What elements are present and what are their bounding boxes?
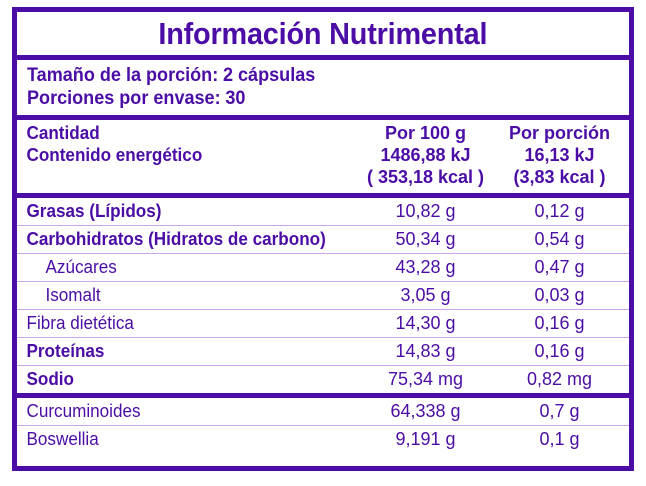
nutrient-per-serving-value: 0,7 g [539, 401, 580, 422]
table-row: Boswellia 9,191 g 0,1 g [17, 426, 629, 453]
label-title-band: Información Nutrimental [17, 12, 629, 60]
nutrition-facts-panel: Información Nutrimental Tamaño de la por… [12, 7, 634, 471]
nutrient-per-100g-value: 75,34 mg [387, 369, 464, 390]
per-serving-column-header: Por porción [508, 123, 610, 144]
nutrient-per-serving-value: 0,1 g [539, 429, 580, 450]
nutrient-per-100g-value: 14,83 g [395, 341, 456, 362]
nutrient-name: Carbohidratos (Hidratos de carbono) [26, 229, 326, 250]
servings-per-container-value: 30 [225, 88, 246, 110]
serving-size-line: Tamaño de la porción: 2 cápsulas [27, 64, 599, 87]
nutrient-per-100g-value: 10,82 g [395, 201, 456, 222]
nutrient-name: Curcuminoides [26, 401, 141, 422]
serving-size-label: Tamaño de la porción: [27, 65, 219, 86]
supplement-table: Curcuminoides 64,338 g 0,7 g Boswellia 9,191… [17, 398, 629, 453]
page-title: Información Nutrimental [158, 16, 488, 51]
nutrient-per-100g-value: 64,338 g [390, 401, 461, 422]
energy-per-serving-kj: 16,13 kJ [524, 145, 595, 166]
table-row: Azúcares 43,28 g 0,47 g [17, 254, 629, 283]
servings-per-container-label: Porciones por envase: [27, 88, 221, 110]
servings-per-container-line: Porciones por envase: 30 [27, 87, 599, 110]
per-100g-column-header: Por 100 g [384, 123, 467, 144]
energy-per-100g-kcal: ( 353,18 kcal ) [366, 167, 485, 188]
amount-column-header: Cantidad [26, 123, 100, 144]
energy-kcal-row: ( 353,18 kcal ) (3,83 kcal ) [17, 167, 629, 189]
energy-label: Contenido energético [26, 145, 203, 166]
nutrient-name: Fibra dietética [26, 313, 134, 334]
nutrient-per-100g-value: 14,30 g [395, 313, 456, 334]
nutrient-per-100g-value: 43,28 g [395, 257, 456, 278]
table-row: Curcuminoides 64,338 g 0,7 g [17, 398, 629, 427]
primary-nutrient-table: Grasas (Lípidos) 10,82 g 0,12 g Carbohidrat… [17, 198, 629, 399]
nutrient-name: Boswellia [26, 429, 99, 450]
nutrient-name: Isomalt [45, 285, 101, 306]
table-row: Proteínas 14,83 g 0,16 g [17, 338, 629, 367]
table-row: Grasas (Lípidos) 10,82 g 0,12 g [17, 198, 629, 227]
table-row: Carbohidratos (Hidratos de carbono) 50,34… [17, 226, 629, 255]
nutrient-per-serving-value: 0,16 g [534, 313, 585, 334]
nutrient-per-100g-value: 50,34 g [395, 229, 456, 250]
nutrient-name: Proteínas [26, 341, 105, 362]
nutrient-per-serving-value: 0,82 mg [526, 369, 593, 390]
nutrient-per-serving-value: 0,03 g [534, 285, 585, 306]
table-row: Isomalt 3,05 g 0,03 g [17, 282, 629, 311]
energy-per-100g-kj: 1486,88 kJ [380, 145, 471, 166]
table-row: Fibra dietética 14,30 g 0,16 g [17, 310, 629, 339]
energy-kj-row: Contenido energético 1486,88 kJ 16,13 kJ [17, 145, 629, 167]
energy-and-column-headers: Cantidad Por 100 g Por porción Contenido… [17, 120, 629, 199]
table-row: Sodio 75,34 mg 0,82 mg [17, 366, 629, 393]
nutrient-per-100g-value: 3,05 g [400, 285, 451, 306]
nutrient-per-100g-value: 9,191 g [395, 429, 456, 450]
nutrient-per-serving-value: 0,47 g [534, 257, 585, 278]
nutrient-name: Azúcares [45, 257, 117, 278]
nutrient-per-serving-value: 0,16 g [534, 341, 585, 362]
column-header-row: Cantidad Por 100 g Por porción [17, 123, 629, 145]
nutrient-name: Grasas (Lípidos) [26, 201, 162, 222]
serving-size-value: 2 cápsulas [222, 65, 316, 86]
nutrient-name: Sodio [26, 369, 75, 390]
serving-information: Tamaño de la porción: 2 cápsulas Porcione… [17, 60, 629, 121]
nutrient-per-serving-value: 0,12 g [534, 201, 585, 222]
energy-per-serving-kcal: (3,83 kcal ) [513, 167, 606, 188]
nutrient-per-serving-value: 0,54 g [534, 229, 585, 250]
